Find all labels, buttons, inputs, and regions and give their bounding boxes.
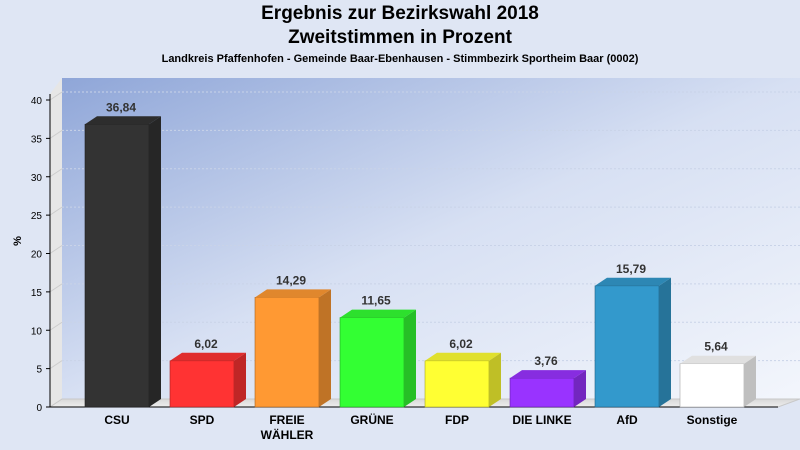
bar-top [170,352,246,361]
bar-front [679,363,745,408]
y-tick-label: 15 [31,288,43,299]
data-label: 14,29 [276,273,306,287]
y-tick-label: 0 [36,403,42,414]
bar-side [574,370,586,407]
y-tick-label: 20 [31,250,43,261]
bar [339,309,416,408]
grid-lines [49,91,800,370]
data-label: 3,76 [534,354,558,368]
bar-front [254,297,320,408]
data-label: 6,02 [194,337,218,351]
x-tick-label: AfD [616,413,638,427]
bar-front [169,360,235,408]
bar [169,352,246,408]
bar-side [489,352,501,407]
grid-line-side [49,206,63,216]
chart-caption: Landkreis Pfaffenhofen - Gemeinde Baar-E… [161,53,639,65]
chart-subtitle: Zweitstimmen in Prozent [288,27,512,48]
data-label: 6,02 [449,337,473,351]
bar [84,116,161,408]
bar [679,355,756,408]
y-tick-label: 40 [31,96,43,107]
bar-side [404,309,416,407]
y-tick-label: 25 [31,211,43,222]
x-tick-label: FREIE WÄHLER [261,413,314,442]
bars: 36,84 6,02 14,29 11,65 6,02 3,76 15,79 5,64 [84,100,756,408]
bar-front [424,360,490,408]
bar-top [680,355,756,364]
bar-top [85,116,161,125]
grid-line-side [49,168,63,178]
bar-front [339,317,405,408]
y-tick-label: 10 [31,326,43,337]
grid-line-side [49,91,63,101]
y-tick-label: 30 [31,173,43,184]
x-tick-label: DIE LINKE [512,413,571,427]
plot-frame [48,78,800,408]
y-tick-label: 5 [36,365,42,376]
grid-line-side [49,245,63,254]
x-tick-label: GRÜNE [350,412,393,427]
bar-top [255,289,331,298]
bar-front [509,377,575,408]
grid-line-side [49,360,63,370]
x-tick-label: CSU [104,413,129,427]
bar [509,370,586,408]
bar [594,277,671,408]
bar-top [340,309,416,318]
bar-front [84,123,150,408]
y-tick-label: 35 [31,134,43,145]
grid-line-side [49,321,63,331]
grid-line-side [49,283,63,293]
plot-side-wall [50,78,62,407]
bar [424,352,501,408]
x-tick-label: SPD [190,413,215,427]
bar-side [744,355,756,407]
bar-side [149,116,161,408]
bar-side [234,352,246,407]
bar-front [594,285,660,408]
bar-top [425,352,501,361]
grid-line-side [49,129,63,139]
bar [254,289,331,408]
x-tick-label: FDP [445,413,469,427]
bar-side [319,289,331,407]
x-tick-label: Sonstige [687,413,738,427]
data-label: 5,64 [704,340,728,354]
data-label: 36,84 [106,100,136,114]
x-axis: CSU SPD FREIE WÄHLER GRÜNE FDP DIE LINKE AfD Son… [104,412,737,442]
data-label: 15,79 [616,262,646,276]
plot-back-wall [62,78,800,399]
data-label: 11,65 [361,294,391,308]
chart-title: Ergebnis zur Bezirkswahl 2018 [261,3,539,24]
bar-side [659,277,671,407]
y-axis-label: % [12,236,24,246]
bar-top [595,277,671,286]
bar-top [510,370,586,379]
